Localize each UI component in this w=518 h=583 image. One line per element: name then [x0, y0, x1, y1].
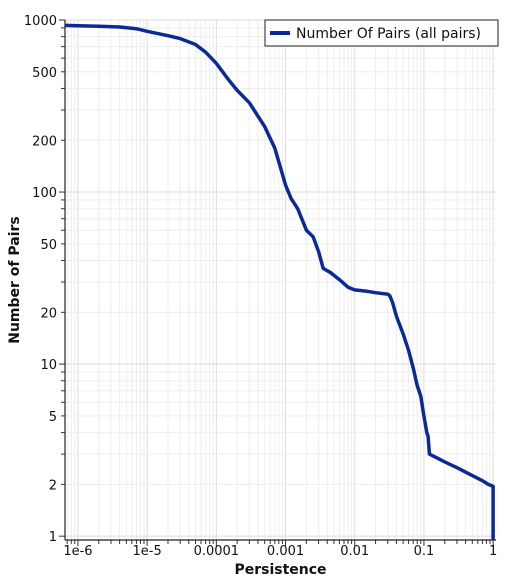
y-tick-label: 200 [32, 134, 57, 149]
x-axis-title: Persistence [234, 562, 326, 578]
y-tick-label: 50 [40, 238, 57, 253]
grid [65, 19, 496, 540]
x-tick-label: 0.001 [267, 544, 304, 559]
x-tick-label: 1e-6 [63, 544, 92, 559]
tick-labels: 1e-6 1e-5 0.0001 0.001 0.01 0.1 1 1 2 5 10 20 50 100 2… [24, 14, 497, 559]
axes [59, 19, 496, 546]
y-tick-label: 2 [49, 478, 57, 493]
series [64, 23, 495, 540]
legend-label: Number Of Pairs (all pairs) [296, 26, 481, 42]
x-tick-label: 0.1 [414, 544, 435, 559]
x-tick-label: 1 [489, 544, 497, 559]
y-tick-label: 10 [40, 358, 57, 373]
y-tick-label: 1 [49, 530, 57, 545]
y-axis-title: Number of Pairs [7, 216, 23, 344]
y-tick-label: 100 [32, 186, 57, 201]
legend-box [264, 19, 499, 47]
y-tick-label: 5 [49, 410, 57, 425]
x-tick-label: 0.01 [340, 544, 369, 559]
legend: Number Of Pairs (all pairs) [264, 19, 499, 47]
x-tick-label: 1e-5 [133, 544, 162, 559]
y-tick-label: 20 [40, 306, 57, 321]
y-tick-label: 500 [32, 66, 57, 81]
y-tick-label: 1000 [24, 14, 57, 29]
series-line [64, 23, 495, 540]
x-tick-label: 0.0001 [194, 544, 240, 559]
